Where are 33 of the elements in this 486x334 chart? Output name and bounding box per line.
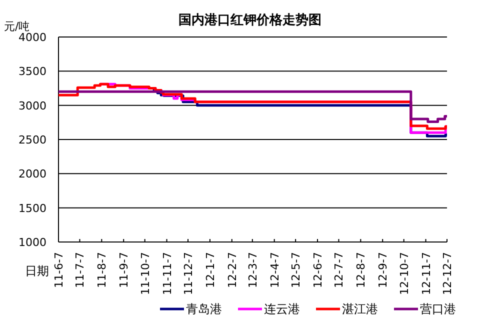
x-tick-label: 11-10-7 bbox=[138, 252, 152, 295]
x-tick-label: 12-10-7 bbox=[398, 252, 411, 295]
legend-label: 营口港 bbox=[420, 302, 456, 316]
y-tick-label: 3000 bbox=[18, 99, 46, 112]
y-tick-label: 2000 bbox=[18, 168, 46, 181]
x-tick-label: 11-8-7 bbox=[96, 252, 109, 288]
x-tick-label: 12-2-7 bbox=[226, 252, 239, 288]
x-tick-label: 11-6-7 bbox=[52, 252, 66, 288]
legend-label: 青岛港 bbox=[186, 302, 222, 316]
x-tick-label: 12-6-7 bbox=[312, 252, 324, 288]
legend-label: 连云港 bbox=[264, 302, 300, 316]
x-tick-label: 12-8-7 bbox=[354, 252, 368, 288]
legend-label: 湛江港 bbox=[342, 302, 378, 316]
x-axis-title: 日期 bbox=[25, 264, 49, 278]
x-tick-label: 12-7-7 bbox=[332, 252, 346, 288]
y-tick-label: 2500 bbox=[18, 134, 46, 146]
x-tick-label: 12-12-7 bbox=[441, 252, 454, 295]
y-tick-label: 1500 bbox=[18, 202, 46, 215]
x-tick-label: 11-9-7 bbox=[118, 252, 131, 288]
x-tick-label: 12-4-7 bbox=[268, 252, 282, 288]
chart-title: 国内港口红钾价格走势图 bbox=[178, 12, 322, 28]
y-tick-label: 3500 bbox=[18, 65, 46, 78]
x-tick-label: 11-12-7 bbox=[182, 252, 195, 295]
x-tick-label: 11-11-7 bbox=[160, 252, 174, 295]
y-axis-title: 元/吨 bbox=[4, 20, 30, 33]
y-tick-label: 4000 bbox=[18, 31, 46, 44]
x-tick-label: 12-5-7 bbox=[290, 252, 303, 288]
y-tick-label: 1000 bbox=[18, 236, 46, 249]
x-tick-label: 12-1-7 bbox=[204, 252, 217, 288]
x-tick-label: 11-7-7 bbox=[74, 252, 87, 288]
x-tick-label: 12-3-7 bbox=[246, 252, 260, 288]
x-tick-label: 12-11-7 bbox=[420, 252, 433, 295]
x-tick-label: 12-9-7 bbox=[376, 252, 390, 288]
